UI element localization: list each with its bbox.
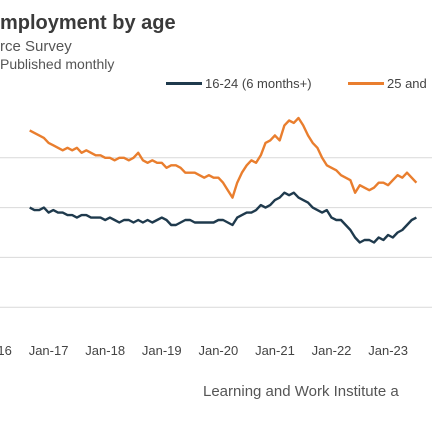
x-tick-label-3: Jan-19 bbox=[142, 343, 182, 358]
legend-label-16-24: 16-24 (6 months+) bbox=[205, 76, 312, 91]
legend-swatch-25-and bbox=[348, 82, 384, 85]
x-tick-label-2: Jan-18 bbox=[85, 343, 125, 358]
x-tick-label-5: Jan-21 bbox=[255, 343, 295, 358]
x-tick-label-6: Jan-22 bbox=[312, 343, 352, 358]
series-line-0 bbox=[29, 191, 417, 244]
chart-title: mployment by age bbox=[0, 12, 176, 34]
legend-item-25-and: 25 and bbox=[348, 76, 427, 91]
chart-subtitle: rce Survey bbox=[0, 38, 72, 55]
x-tick-label-4: Jan-20 bbox=[198, 343, 238, 358]
x-tick-label-1: Jan-17 bbox=[29, 343, 69, 358]
series-line-1 bbox=[29, 116, 418, 199]
chart-source: Learning and Work Institute a bbox=[203, 383, 399, 400]
legend-swatch-16-24 bbox=[166, 82, 202, 85]
legend-label-25-and: 25 and bbox=[387, 76, 427, 91]
chart-note: Published monthly bbox=[0, 56, 115, 72]
x-tick-label-7: Jan-23 bbox=[368, 343, 408, 358]
x-tick-label-0: Jan-16 bbox=[0, 343, 12, 358]
legend-item-16-24: 16-24 (6 months+) bbox=[166, 76, 312, 91]
